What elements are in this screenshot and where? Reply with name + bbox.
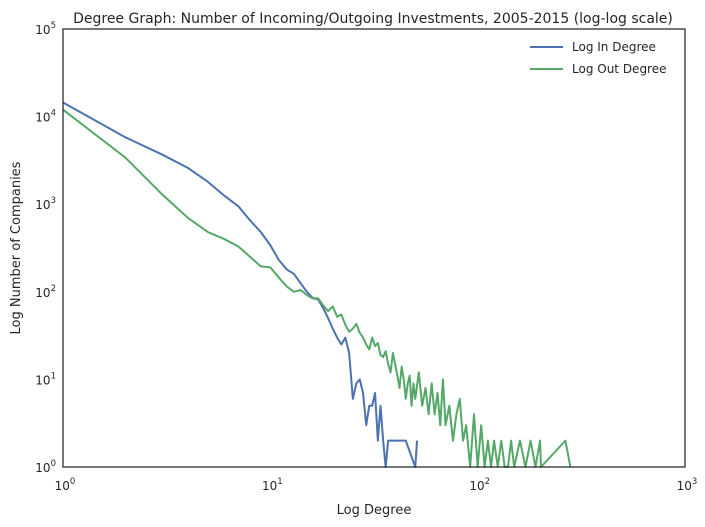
y-tick-label: 104 <box>35 109 56 125</box>
y-tick-labels: 100 101 102 103 104 105 <box>35 21 56 475</box>
legend-label-in-degree: Log In Degree <box>572 40 656 54</box>
legend-label-out-degree: Log Out Degree <box>572 62 667 76</box>
x-tick-label: 102 <box>469 477 490 493</box>
plot-lines <box>62 101 572 468</box>
series-line-in-degree <box>62 101 419 468</box>
chart-title: Degree Graph: Number of Incoming/Outgoin… <box>73 11 673 27</box>
y-tick-label: 100 <box>35 459 56 475</box>
x-tick-labels: 100 101 102 103 <box>55 477 698 493</box>
y-tick-label: 101 <box>35 371 56 387</box>
y-tick-label: 105 <box>35 21 56 37</box>
series-line-out-degree <box>62 108 572 468</box>
x-tick-label: 101 <box>262 477 283 493</box>
x-axis-label: Log Degree <box>337 503 412 518</box>
y-tick-label: 103 <box>35 196 56 212</box>
x-tick-label: 103 <box>677 477 698 493</box>
plot-frame <box>62 28 686 468</box>
y-axis-label: Log Number of Companies <box>9 161 24 334</box>
y-tick-label: 102 <box>35 284 56 300</box>
x-tick-label: 100 <box>55 477 76 493</box>
legend: Log In Degree Log Out Degree <box>530 40 667 76</box>
